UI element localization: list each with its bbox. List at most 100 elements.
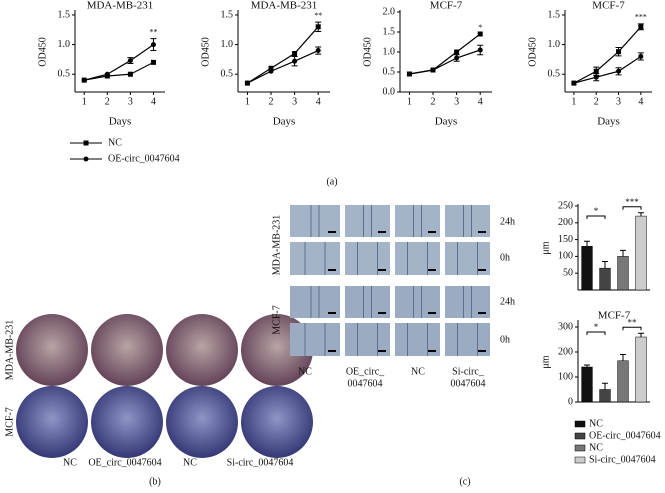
x-tick-label: 1 xyxy=(407,96,412,107)
marker xyxy=(104,71,110,77)
bar xyxy=(617,360,629,403)
col-label: NC xyxy=(63,457,77,468)
x-axis-label: Days xyxy=(273,116,296,128)
bracket xyxy=(622,206,642,210)
col-label: 0047604 xyxy=(451,378,486,389)
x-tick-label: 4 xyxy=(316,96,321,107)
x-tick-label: 4 xyxy=(638,96,643,107)
scale-bar xyxy=(328,269,336,271)
row-label: MCF-7 xyxy=(271,305,282,334)
bracket xyxy=(586,331,606,335)
col-label: Si-circ_0047604 xyxy=(227,457,294,468)
y-tick-label: 100 xyxy=(558,251,573,262)
marker xyxy=(477,31,483,37)
legend-swatch xyxy=(574,432,586,440)
y-tick-label: 300 xyxy=(558,321,573,332)
marker xyxy=(150,42,156,48)
y-tick-label: 1.0 xyxy=(221,39,234,50)
bar xyxy=(581,246,593,291)
y-tick-label: 1.0 xyxy=(548,39,561,50)
y-tick-label: 100 xyxy=(558,371,573,382)
marker xyxy=(244,80,250,86)
y-axis-label: OD450 xyxy=(200,37,211,66)
plate xyxy=(16,314,88,386)
marker xyxy=(454,49,460,55)
marker xyxy=(638,53,644,59)
y-tick-label: 200 xyxy=(558,346,573,357)
y-axis-label: μm xyxy=(540,241,551,254)
line xyxy=(247,26,319,84)
scale-bar xyxy=(478,312,486,314)
time-label: 0h xyxy=(500,252,510,263)
x-tick-label: 2 xyxy=(594,96,599,107)
scale-bar xyxy=(478,350,486,352)
y-tick-label: 0.0 xyxy=(383,86,396,97)
plate xyxy=(91,386,163,458)
scale-bar xyxy=(428,350,436,352)
bracket xyxy=(586,215,606,219)
scale-bar xyxy=(378,312,386,314)
y-tick-label: 2.0 xyxy=(383,6,396,17)
y-tick-label: 0.5 xyxy=(221,69,234,80)
significance: *** xyxy=(625,197,639,207)
time-label: 0h xyxy=(500,334,510,345)
legend-swatch xyxy=(574,456,586,464)
y-tick-label: 1.0 xyxy=(383,46,396,57)
chart-title: MDA-MB-231 xyxy=(251,0,318,12)
line xyxy=(409,49,481,75)
bar xyxy=(599,267,611,291)
panel-caption: (c) xyxy=(459,476,470,487)
chart-title: MCF-7 xyxy=(430,0,463,12)
y-tick-label: 0.5 xyxy=(383,66,396,77)
error-bar xyxy=(620,249,626,257)
marker xyxy=(127,58,133,64)
marker xyxy=(268,68,274,74)
y-tick-label: 150 xyxy=(558,234,573,245)
panel-caption: (b) xyxy=(149,476,161,487)
scale-bar xyxy=(378,231,386,233)
scale-bar xyxy=(328,350,336,352)
plate xyxy=(166,386,238,458)
error-bar xyxy=(602,382,608,390)
legend-marker xyxy=(83,140,89,146)
plate xyxy=(91,314,163,386)
row-label: MCF-7 xyxy=(4,407,15,436)
plate xyxy=(166,314,238,386)
line xyxy=(247,49,319,84)
x-axis-label: Days xyxy=(435,116,458,128)
significance: ** xyxy=(628,317,638,327)
legend-swatch xyxy=(574,420,586,428)
significance: ** xyxy=(314,11,322,20)
marker xyxy=(454,55,460,61)
panel-caption: (a) xyxy=(326,176,337,187)
bar xyxy=(581,366,593,403)
legend-label: OE-circ_0047604 xyxy=(108,153,180,164)
significance: * xyxy=(478,23,482,32)
scale-bar xyxy=(428,269,436,271)
x-tick-label: 2 xyxy=(431,96,436,107)
col-label: OE_circ_0047604 xyxy=(88,457,161,468)
scale-bar xyxy=(428,312,436,314)
y-tick-label: 1.5 xyxy=(58,9,71,20)
bracket xyxy=(622,326,642,331)
marker xyxy=(81,77,87,83)
marker xyxy=(150,59,156,65)
legend-label: NC xyxy=(589,442,603,453)
row-label: MDA-MB-231 xyxy=(271,215,282,276)
col-label: Si-circ_ xyxy=(452,366,485,377)
error-bar xyxy=(620,354,626,361)
y-tick-label: 1.5 xyxy=(548,9,561,20)
scale-bar xyxy=(378,350,386,352)
x-tick-label: 3 xyxy=(292,96,297,107)
col-label: OE_circ_ xyxy=(346,366,385,377)
chart-title: MCF-7 xyxy=(592,0,625,12)
marker xyxy=(315,24,321,30)
error-bar xyxy=(584,364,590,367)
time-label: 24h xyxy=(500,216,515,227)
y-tick-label: 0.5 xyxy=(548,69,561,80)
marker xyxy=(315,48,321,54)
line xyxy=(84,61,154,81)
scale-bar xyxy=(328,312,336,314)
marker xyxy=(616,49,622,55)
